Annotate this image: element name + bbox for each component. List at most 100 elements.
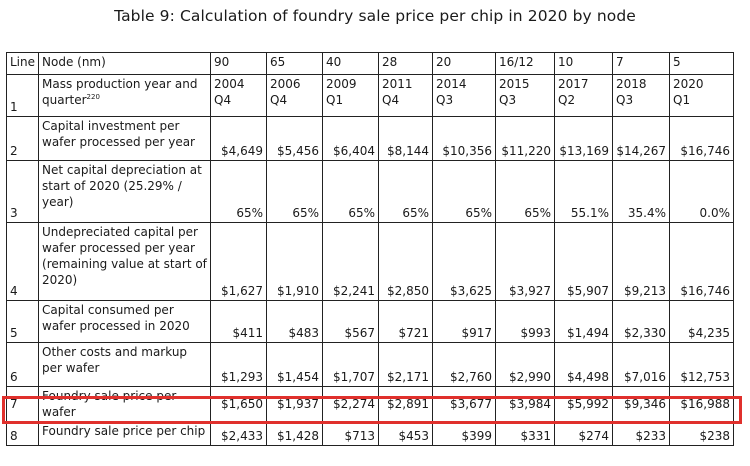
line-number: 4 [5,222,40,301]
table-row: 5 Capital consumed per wafer processed i… [5,300,735,343]
value-cell: $14,267 [612,116,671,161]
value-cell: 65% [495,160,556,223]
table-title: Table 9: Calculation of foundry sale pri… [114,7,636,25]
table-row: 1 Mass production year and quarter220 20… [5,74,735,117]
value-cell: $1,428 [266,421,324,446]
value-cell: $1,937 [266,386,324,422]
value-cell: 65% [210,160,268,223]
value-cell: 35.4% [612,160,671,223]
node-cell: 7 [612,52,671,75]
line-number: 2 [5,116,40,161]
node-cell: 65 [266,52,324,75]
value-cell: 0.0% [669,160,735,223]
value-cell: $4,498 [554,342,614,387]
value-cell: $1,627 [210,222,268,301]
year-cell: 2006 Q4 [266,74,324,117]
value-cell: $238 [669,421,735,446]
value-cell: $1,650 [210,386,268,422]
row-label: Mass production year and quarter220 [38,74,212,117]
value-cell: $7,016 [612,342,671,387]
line-number: 6 [5,342,40,387]
value-cell: $2,850 [378,222,434,301]
year-cell: 2014 Q3 [432,74,497,117]
node-cell: 20 [432,52,497,75]
node-cell: 5 [669,52,735,75]
table-row: 8 Foundry sale price per chip $2,433 $1,… [5,421,735,446]
value-cell: $274 [554,421,614,446]
value-cell: $1,494 [554,300,614,343]
node-cell: 28 [378,52,434,75]
value-cell: $2,760 [432,342,497,387]
footnote-marker: 220 [86,93,100,101]
value-cell: $1,707 [322,342,380,387]
value-cell: 65% [432,160,497,223]
row-label: Undepreciated capital per wafer processe… [38,222,212,301]
value-cell: $2,891 [378,386,434,422]
row-label: Foundry sale price per wafer [38,386,212,422]
value-cell: $2,433 [210,421,268,446]
table-row: 4 Undepreciated capital per wafer proces… [5,222,735,301]
value-cell: $8,144 [378,116,434,161]
foundry-price-table: Line Node (nm) 90 65 40 28 20 16/12 10 7… [5,52,735,446]
value-cell: $11,220 [495,116,556,161]
value-cell: $5,992 [554,386,614,422]
value-cell: $3,927 [495,222,556,301]
table-row: 2 Capital investment per wafer processed… [5,116,735,161]
value-cell: $453 [378,421,434,446]
value-cell: $12,753 [669,342,735,387]
row-label: Capital investment per wafer processed p… [38,116,212,161]
value-cell: $13,169 [554,116,614,161]
value-cell: $917 [432,300,497,343]
node-cell: 16/12 [495,52,556,75]
value-cell: $713 [322,421,380,446]
value-cell: $331 [495,421,556,446]
node-cell: 10 [554,52,614,75]
value-cell: $1,293 [210,342,268,387]
value-cell: 65% [378,160,434,223]
row-label: Capital consumed per wafer processed in … [38,300,212,343]
header-row: Line Node (nm) 90 65 40 28 20 16/12 10 7… [5,52,735,75]
year-cell: 2011 Q4 [378,74,434,117]
value-cell: 55.1% [554,160,614,223]
value-cell: $16,746 [669,222,735,301]
value-cell: $9,346 [612,386,671,422]
value-cell: $233 [612,421,671,446]
value-cell: $567 [322,300,380,343]
node-cell: 90 [210,52,268,75]
table-row: 3 Net capital depreciation at start of 2… [5,160,735,223]
value-cell: $993 [495,300,556,343]
value-cell: $9,213 [612,222,671,301]
value-cell: $2,241 [322,222,380,301]
line-number: 7 [5,386,40,422]
value-cell: $399 [432,421,497,446]
value-cell: $4,235 [669,300,735,343]
row-label: Foundry sale price per chip [38,421,212,446]
line-number: 3 [5,160,40,223]
value-cell: $3,625 [432,222,497,301]
value-cell: $5,456 [266,116,324,161]
line-header: Line [5,52,40,75]
year-cell: 2015 Q3 [495,74,556,117]
year-cell: 2017 Q2 [554,74,614,117]
table-row-highlighted: 7 Foundry sale price per wafer $1,650 $1… [5,386,735,422]
value-cell: $3,984 [495,386,556,422]
value-cell: 65% [266,160,324,223]
value-cell: $483 [266,300,324,343]
value-cell: $10,356 [432,116,497,161]
value-cell: $3,677 [432,386,497,422]
line-number: 1 [5,74,40,117]
year-cell: 2009 Q1 [322,74,380,117]
line-number: 5 [5,300,40,343]
value-cell: $5,907 [554,222,614,301]
value-cell: $721 [378,300,434,343]
value-cell: $2,171 [378,342,434,387]
value-cell: $411 [210,300,268,343]
row-label: Other costs and markup per wafer [38,342,212,387]
value-cell: 65% [322,160,380,223]
value-cell: $6,404 [322,116,380,161]
year-cell: 2018 Q3 [612,74,671,117]
value-cell: $16,988 [669,386,735,422]
node-header: Node (nm) [38,52,212,75]
node-cell: 40 [322,52,380,75]
year-cell: 2004 Q4 [210,74,268,117]
